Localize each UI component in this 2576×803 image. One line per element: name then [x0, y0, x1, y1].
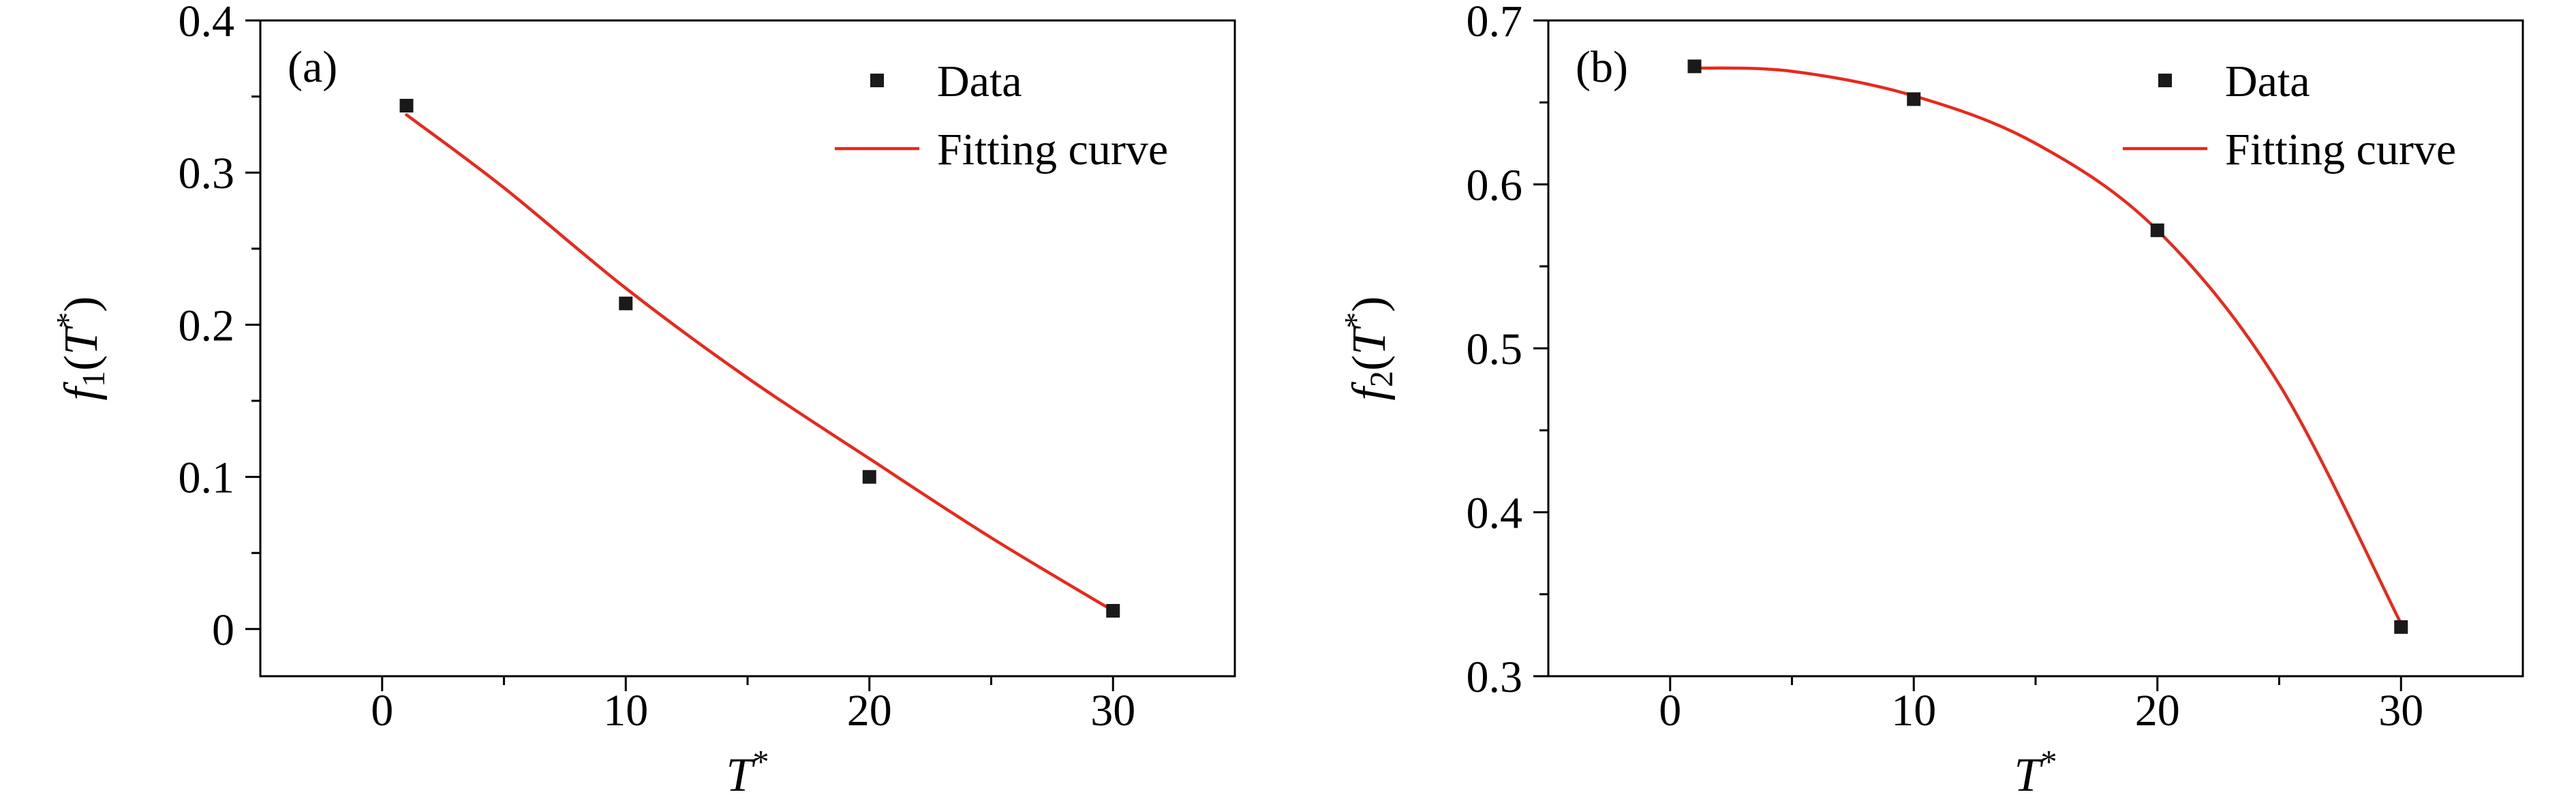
x-axis-label: T* — [2014, 744, 2057, 802]
plot-frame — [259, 19, 1236, 678]
y-tick-label: 0.2 — [179, 301, 235, 350]
data-point — [862, 470, 876, 484]
legend-marker-sample — [2158, 74, 2172, 87]
legend-label: Fitting curve — [937, 125, 1168, 175]
legend-label: Data — [937, 57, 1022, 106]
data-point — [619, 297, 633, 311]
data-point — [1106, 604, 1120, 618]
legend-label: Fitting curve — [2225, 125, 2456, 175]
data-point — [2394, 620, 2408, 634]
y-tick-label: 0.5 — [1467, 324, 1523, 374]
x-tick-label: 10 — [1891, 686, 1936, 736]
y-tick-label: 0.7 — [1467, 0, 1523, 46]
plot-frame — [1547, 19, 2524, 678]
panel-letter: (a) — [288, 42, 337, 92]
legend-marker-sample — [870, 74, 884, 87]
data-point — [1687, 59, 1702, 74]
y-tick-label: 0.6 — [1467, 161, 1523, 211]
panel-b: 0 10 20 30 0.3 0.4 0.5 0.6 0.7 T* f2(T*) (b) Data Fit… — [1288, 0, 2576, 803]
panel-letter: (b) — [1576, 42, 1628, 92]
y-tick-label: 0.4 — [179, 0, 235, 46]
data-point — [399, 98, 414, 112]
y-tick-label: 0.3 — [179, 149, 235, 198]
y-axis-label: f1(T*) — [50, 296, 112, 400]
x-tick-label: 30 — [1090, 686, 1135, 736]
x-tick-label: 0 — [1659, 686, 1681, 736]
panel-a: 0 10 20 30 0 0.1 0.2 0.3 0.4 T* f1(T*) (a) Data Fitti… — [50, 0, 1236, 802]
y-tick-label: 0.1 — [179, 453, 235, 503]
y-axis-label: f2(T*) — [1338, 296, 1400, 400]
x-tick-label: 30 — [2378, 686, 2423, 736]
x-axis-label: T* — [726, 744, 769, 802]
y-tick-label: 0 — [212, 605, 234, 655]
y-tick-label: 0.3 — [1467, 652, 1523, 702]
x-tick-label: 10 — [603, 686, 648, 736]
chart-b-svg: 0 10 20 30 0.3 0.4 0.5 0.6 0.7 T* f2(T*) (b) Data Fit… — [1338, 0, 2524, 802]
x-tick-label: 0 — [371, 686, 393, 736]
chart-a-svg: 0 10 20 30 0 0.1 0.2 0.3 0.4 T* f1(T*) (a) Data Fitti… — [50, 0, 1236, 802]
data-point — [2150, 223, 2164, 237]
fitting-curve — [405, 113, 1115, 613]
data-point — [1907, 92, 1921, 106]
x-tick-label: 20 — [2135, 686, 2180, 736]
x-tick-label: 20 — [847, 686, 892, 736]
fitting-curve — [1693, 66, 2403, 626]
legend-label: Data — [2225, 57, 2310, 106]
y-tick-label: 0.4 — [1467, 489, 1523, 539]
